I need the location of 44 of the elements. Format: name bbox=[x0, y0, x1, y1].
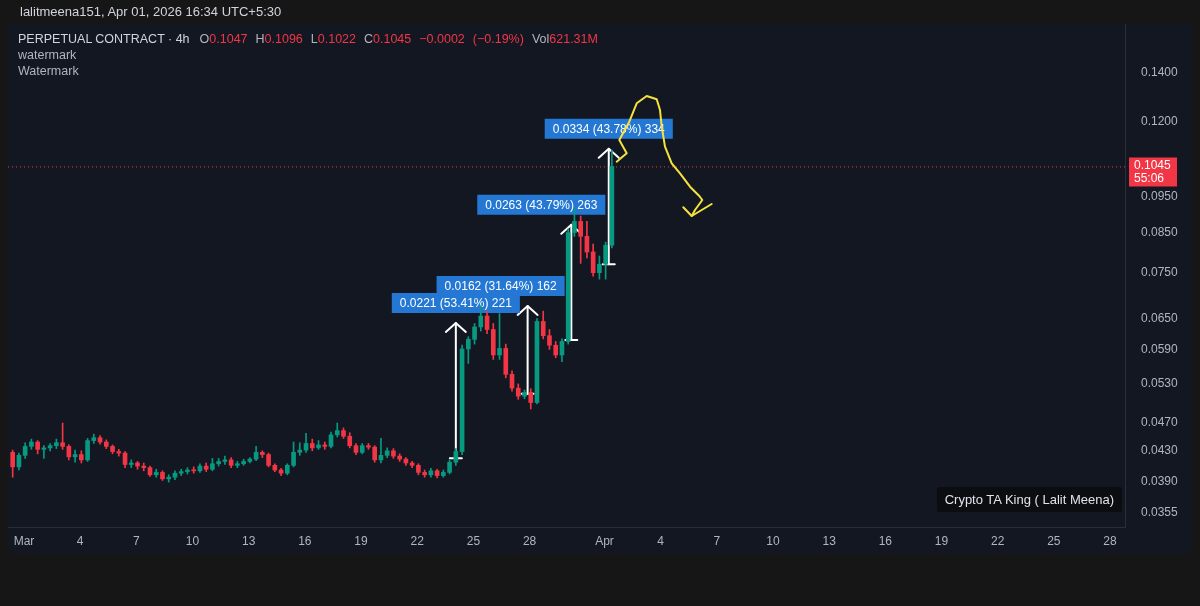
candlestick bbox=[322, 441, 328, 450]
x-tick-label: 28 bbox=[1103, 533, 1118, 548]
candlestick bbox=[166, 474, 172, 483]
annotation: 0.0221 (53.41%) 221 bbox=[399, 296, 513, 311]
x-tick-label: 22 bbox=[410, 533, 425, 548]
x-tick-label: 4 bbox=[657, 533, 665, 548]
x-tick-label: 25 bbox=[466, 533, 481, 548]
y-tick-label: 0.0950 bbox=[1141, 189, 1179, 204]
y-tick-label: 0.1400 bbox=[1141, 65, 1179, 80]
x-tick-label: 10 bbox=[185, 533, 200, 548]
annotation: watermark bbox=[18, 47, 78, 63]
x-tick-label: Apr bbox=[595, 533, 614, 548]
x-tick-label: 22 bbox=[991, 533, 1005, 548]
y-tick-label: 0.0470 bbox=[1141, 414, 1179, 429]
y-tick-label: 0.0650 bbox=[1141, 310, 1179, 325]
text: O0.1047 H0.1096 L0.1022 C0.1045 −0.0002 (−0.19%) Vol621.31M bbox=[199, 32, 598, 46]
x-tick-label: 13 bbox=[242, 533, 256, 548]
y-tick-label: 0.0530 bbox=[1141, 376, 1179, 391]
y-tick-label: 0.0355 bbox=[1141, 504, 1179, 519]
x-tick-label: 4 bbox=[76, 533, 84, 548]
y-tick-label: 0.0750 bbox=[1141, 264, 1179, 279]
x-tick-label: 13 bbox=[822, 533, 837, 548]
text: PERPETUAL CONTRACT · 4h bbox=[18, 32, 190, 46]
x-tick-label: 7 bbox=[133, 533, 140, 548]
x-tick-label: 16 bbox=[298, 533, 312, 548]
annotation: 0.0162 (31.64%) 162 bbox=[444, 279, 557, 294]
y-tick-label: 0.0390 bbox=[1141, 474, 1179, 489]
annotation: Crypto TA King ( Lalit Meena) bbox=[936, 487, 1122, 512]
y-tick-label: 0.0850 bbox=[1141, 224, 1179, 239]
text: lalitmeena151, Apr 01, 2026 16:34 UTC+5:30 bbox=[20, 4, 282, 19]
x-tick-label: Mar bbox=[13, 533, 35, 548]
y-tick-label: 0.0590 bbox=[1141, 341, 1179, 356]
x-tick-label: 19 bbox=[354, 533, 369, 548]
x-tick-label: 25 bbox=[1047, 533, 1061, 548]
x-tick-label: 19 bbox=[934, 533, 949, 548]
x-tick-label: 10 bbox=[766, 533, 780, 548]
y-tick-label: 0.0430 bbox=[1141, 443, 1179, 458]
annotation: 0.0263 (43.79%) 263 bbox=[485, 198, 598, 213]
x-tick-label: 28 bbox=[522, 533, 537, 548]
ref-line-label: 0.1045 55:06 bbox=[1134, 157, 1172, 185]
x-tick-label: 7 bbox=[713, 533, 721, 548]
annotation: Watermark bbox=[18, 63, 80, 79]
x-tick-label: 16 bbox=[878, 533, 893, 548]
y-tick-label: 0.1200 bbox=[1141, 114, 1179, 129]
